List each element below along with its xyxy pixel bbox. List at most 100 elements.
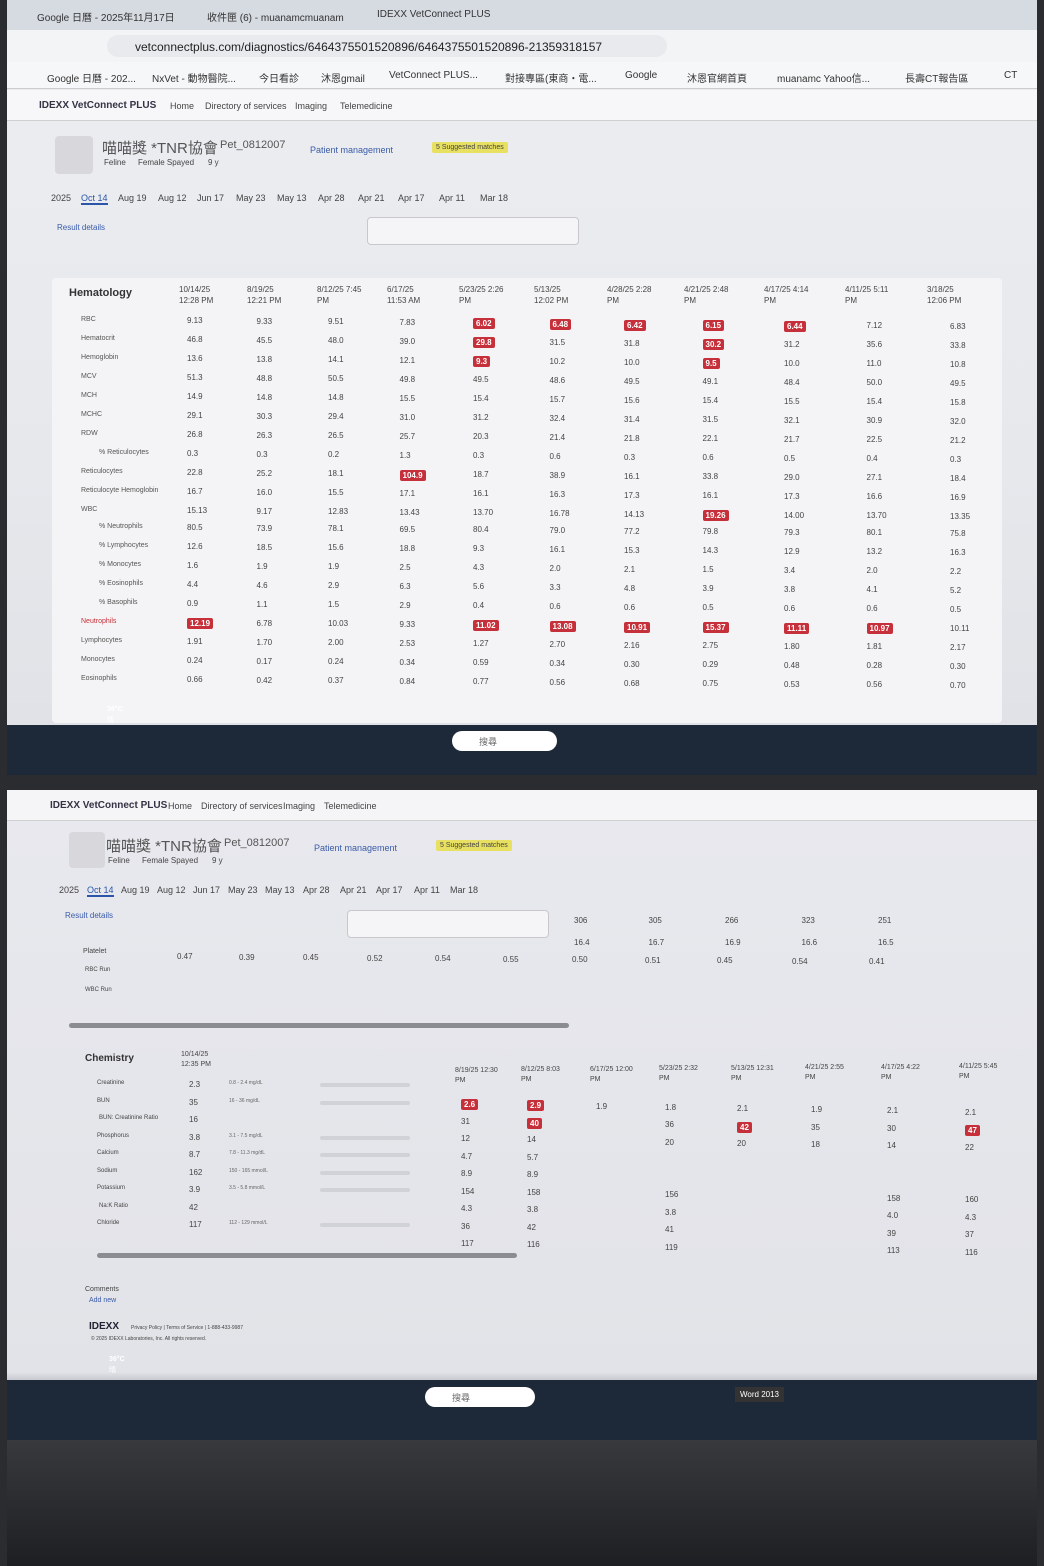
nav-link[interactable]: Telemedicine	[340, 101, 393, 111]
browser-tab[interactable]: Google 日曆 - 2025年11月17日	[37, 13, 175, 24]
result-value: 1.8	[665, 1102, 677, 1112]
result-value: 0.84	[399, 676, 416, 686]
date-tab[interactable]: Mar 18	[450, 885, 479, 895]
nav-link[interactable]: Directory of services	[201, 801, 283, 811]
date-tab[interactable]: Apr 21	[358, 193, 385, 203]
result-value: 21.7	[784, 434, 800, 444]
bookmark[interactable]: 沐恩gmail	[321, 74, 365, 85]
search[interactable]: 搜尋	[479, 737, 498, 747]
result-value: 31.2	[784, 339, 800, 349]
date-tab[interactable]: Apr 11	[439, 193, 465, 203]
bookmark[interactable]: 長壽CT報告區	[905, 74, 969, 85]
result-value: 75.8	[950, 529, 966, 538]
result-value: 33.8	[702, 472, 719, 482]
result-value: 48.6	[549, 376, 566, 385]
date-tab[interactable]: May 13	[277, 193, 307, 203]
result-value: 16.78	[549, 509, 570, 518]
date-tab[interactable]: Aug 12	[158, 193, 187, 203]
scrollbar[interactable]	[97, 1253, 517, 1258]
result-value: 69.5	[399, 524, 416, 534]
bookmark[interactable]: 沐恩官網首頁	[687, 74, 747, 85]
date-tab[interactable]: Apr 28	[318, 193, 345, 203]
bookmark[interactable]: Google 日曆 - 202...	[47, 74, 136, 85]
date-tab[interactable]: Jun 17	[197, 193, 225, 203]
result-value: 0.3	[473, 451, 485, 461]
result-value: 16.1	[473, 489, 489, 499]
result-details[interactable]: Result details	[57, 223, 106, 232]
bookmark[interactable]: Google	[625, 70, 658, 81]
bookmark[interactable]: NxVet - 動物醫院...	[152, 74, 236, 85]
result-value: 0.41	[869, 957, 885, 966]
result-value: 30.3	[256, 411, 273, 421]
nav-link[interactable]: Imaging	[283, 801, 316, 811]
date-tab[interactable]: Apr 28	[303, 885, 330, 895]
bookmark[interactable]: 今日看診	[259, 74, 299, 85]
result-value: 6.78	[256, 618, 273, 628]
browser-tab[interactable]: IDEXX VetConnect PLUS	[377, 9, 491, 20]
scrollbar[interactable]	[69, 1023, 569, 1028]
bookmark[interactable]: CT	[1004, 70, 1018, 81]
result-value: 4.3	[965, 1212, 977, 1222]
result-value: 49.8	[399, 374, 416, 384]
result-value: 31.2	[473, 413, 489, 423]
nav-link[interactable]: Telemedicine	[324, 801, 377, 811]
date-tab[interactable]: May 23	[236, 193, 266, 203]
nav-link[interactable]: Home	[168, 801, 193, 811]
result-value: 25.2	[256, 468, 273, 478]
nav-link[interactable]: Imaging	[295, 101, 328, 111]
result-value: 49.5	[473, 375, 489, 385]
result-value: 30.2	[702, 339, 725, 351]
search[interactable]: 搜尋	[452, 1393, 471, 1403]
date-tab[interactable]: May 13	[265, 885, 295, 895]
patient-management[interactable]: Patient management	[310, 145, 394, 155]
date-tab[interactable]: Oct 14	[81, 193, 108, 205]
date-tab[interactable]: 2025	[51, 193, 72, 203]
result-value: 15.37	[702, 622, 729, 634]
nav-link[interactable]: Home	[170, 101, 195, 111]
date-tab[interactable]: Jun 17	[193, 885, 221, 895]
result-value: 4.8	[624, 583, 636, 593]
date-tab[interactable]: Apr 11	[414, 885, 440, 895]
result-details[interactable]: Result details	[65, 911, 114, 920]
suggested-matches[interactable]: 5 Suggested matches	[432, 142, 508, 153]
suggested-matches[interactable]: 5 Suggested matches	[436, 840, 512, 851]
result-value: 38.9	[549, 471, 566, 480]
result-value: 36	[665, 1120, 674, 1130]
result-value: 20	[737, 1139, 746, 1148]
patient-species: Feline	[108, 856, 130, 865]
bookmark[interactable]: VetConnect PLUS...	[389, 70, 478, 81]
result-value: 15.5	[328, 488, 344, 498]
tooltip[interactable]: Word 2013	[735, 1387, 784, 1402]
bottom-photo: IDEXX VetConnect PLUS Home Directory of se…	[7, 790, 1037, 1566]
add-new[interactable]: Add new	[89, 1297, 117, 1304]
date-tab[interactable]: Mar 18	[480, 193, 509, 203]
result-value: 1.91	[187, 637, 203, 646]
reference-range: 7.8 - 11.3 mg/dL	[229, 1150, 266, 1156]
browser-tab[interactable]: 收件匣 (6) - muanamcmuanam	[207, 13, 344, 24]
date-tab[interactable]: Aug 12	[157, 885, 186, 895]
result-value: 45.5	[256, 335, 273, 345]
date-tab[interactable]: Apr 17	[398, 193, 425, 203]
patient-management[interactable]: Patient management	[314, 843, 398, 853]
nav-link[interactable]: Directory of services	[205, 101, 287, 111]
url-field[interactable]	[107, 35, 667, 57]
reference-range: 112 - 129 mmol/L	[229, 1220, 268, 1226]
date-tab[interactable]: Aug 19	[118, 193, 147, 203]
date-tab[interactable]: Oct 14	[87, 885, 114, 897]
column-header: 5/23/25 2:26 PM	[459, 285, 504, 305]
date-tab[interactable]: Apr 17	[376, 885, 403, 895]
result-value: 10.03	[328, 619, 349, 629]
bookmark[interactable]: 對接專區(東商・電...	[505, 74, 597, 85]
date-tab[interactable]: May 23	[228, 885, 258, 895]
weather-desc: 晴	[109, 1367, 116, 1374]
bookmark[interactable]: muanamc Yahoo信...	[777, 74, 871, 85]
column-header: 8/12/25 8:03 PM	[521, 1066, 560, 1083]
result-value: 0.24	[328, 657, 344, 667]
patient-id: Pet_0812007	[220, 139, 286, 151]
date-tab[interactable]: Aug 19	[121, 885, 150, 895]
result-value: 5.2	[950, 586, 962, 595]
result-value: 14.8	[256, 392, 273, 402]
date-tab[interactable]: Apr 21	[340, 885, 367, 895]
result-value: 2.75	[702, 641, 719, 651]
date-tab[interactable]: 2025	[59, 885, 80, 895]
